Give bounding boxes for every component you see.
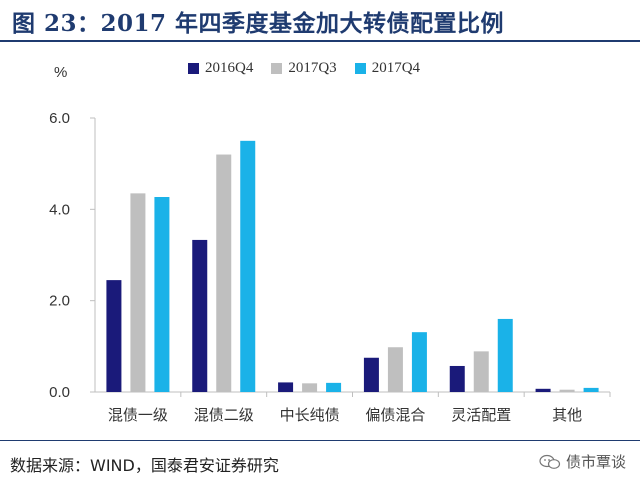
bar-2017q4 [154,197,170,392]
bar-2017q3 [559,389,575,392]
legend-swatch-2016q4 [188,63,199,74]
title-divider [0,40,640,42]
wechat-logo-icon [539,454,561,469]
legend-swatch-2017q4 [354,63,366,74]
bar-2017q3 [216,154,232,392]
bar-2017q3 [473,351,489,392]
bar-2017q4 [240,140,256,392]
page-title: 图 23：2017 年四季度基金加大转债配置比例 [12,10,505,37]
source-note: 数据来源：WIND，国泰君安证券研究 [10,456,279,475]
bar-2017q3 [130,193,146,392]
bar-2017q4 [326,382,342,392]
y-tick-label: 6.0 [49,110,70,127]
footer-divider [0,440,640,441]
bar-chart: 0.0 2.0 4.0 6.0 混债一级 混债二级 中长纯债 偏债混合 灵活配置 其他 [49,110,611,424]
x-category-label: 中长纯债 [280,406,340,424]
bar-2016q4 [449,365,465,392]
bar-2017q4 [497,318,513,392]
legend-label-2016q4: 2016Q4 [205,60,254,76]
x-category-label: 偏债混合 [365,406,425,424]
bar-2017q4 [411,332,427,392]
bar-2017q3 [387,347,403,392]
bar-2016q4 [278,382,294,392]
bar-2016q4 [106,280,122,392]
chart-axes [90,117,611,397]
legend-item-2016q4: 2016Q4 [188,60,253,77]
chart-legend: 2016Q4 2017Q3 2017Q4 [188,60,438,77]
y-tick-label: 4.0 [49,201,70,218]
legend-swatch-2017q3 [271,63,283,74]
y-axis-unit-label: % [54,64,68,81]
watermark: 债市覃谈 [539,451,626,472]
bar-2017q4 [583,387,599,392]
x-category-label: 混债一级 [108,406,168,424]
legend-label-2017q3: 2017Q3 [288,60,337,76]
x-category-label: 灵活配置 [451,406,511,424]
chart-bars [106,140,599,392]
legend-label-2017q4: 2017Q4 [371,60,421,76]
x-category-label: 混债二级 [194,406,254,424]
legend-item-2017q4: 2017Q4 [354,60,421,77]
y-tick-label: 2.0 [49,293,70,310]
bar-2016q4 [535,388,551,392]
y-tick-label: 0.0 [49,384,70,401]
watermark-text: 债市覃谈 [565,453,626,471]
legend-item-2017q3: 2017Q3 [271,60,337,77]
x-category-label: 其他 [552,406,582,424]
bar-2016q4 [363,357,379,392]
chart-labels: 0.0 2.0 4.0 6.0 混债一级 混债二级 中长纯债 偏债混合 灵活配置 其他 [49,110,582,424]
bar-2016q4 [192,239,208,392]
bar-2017q3 [302,383,318,392]
